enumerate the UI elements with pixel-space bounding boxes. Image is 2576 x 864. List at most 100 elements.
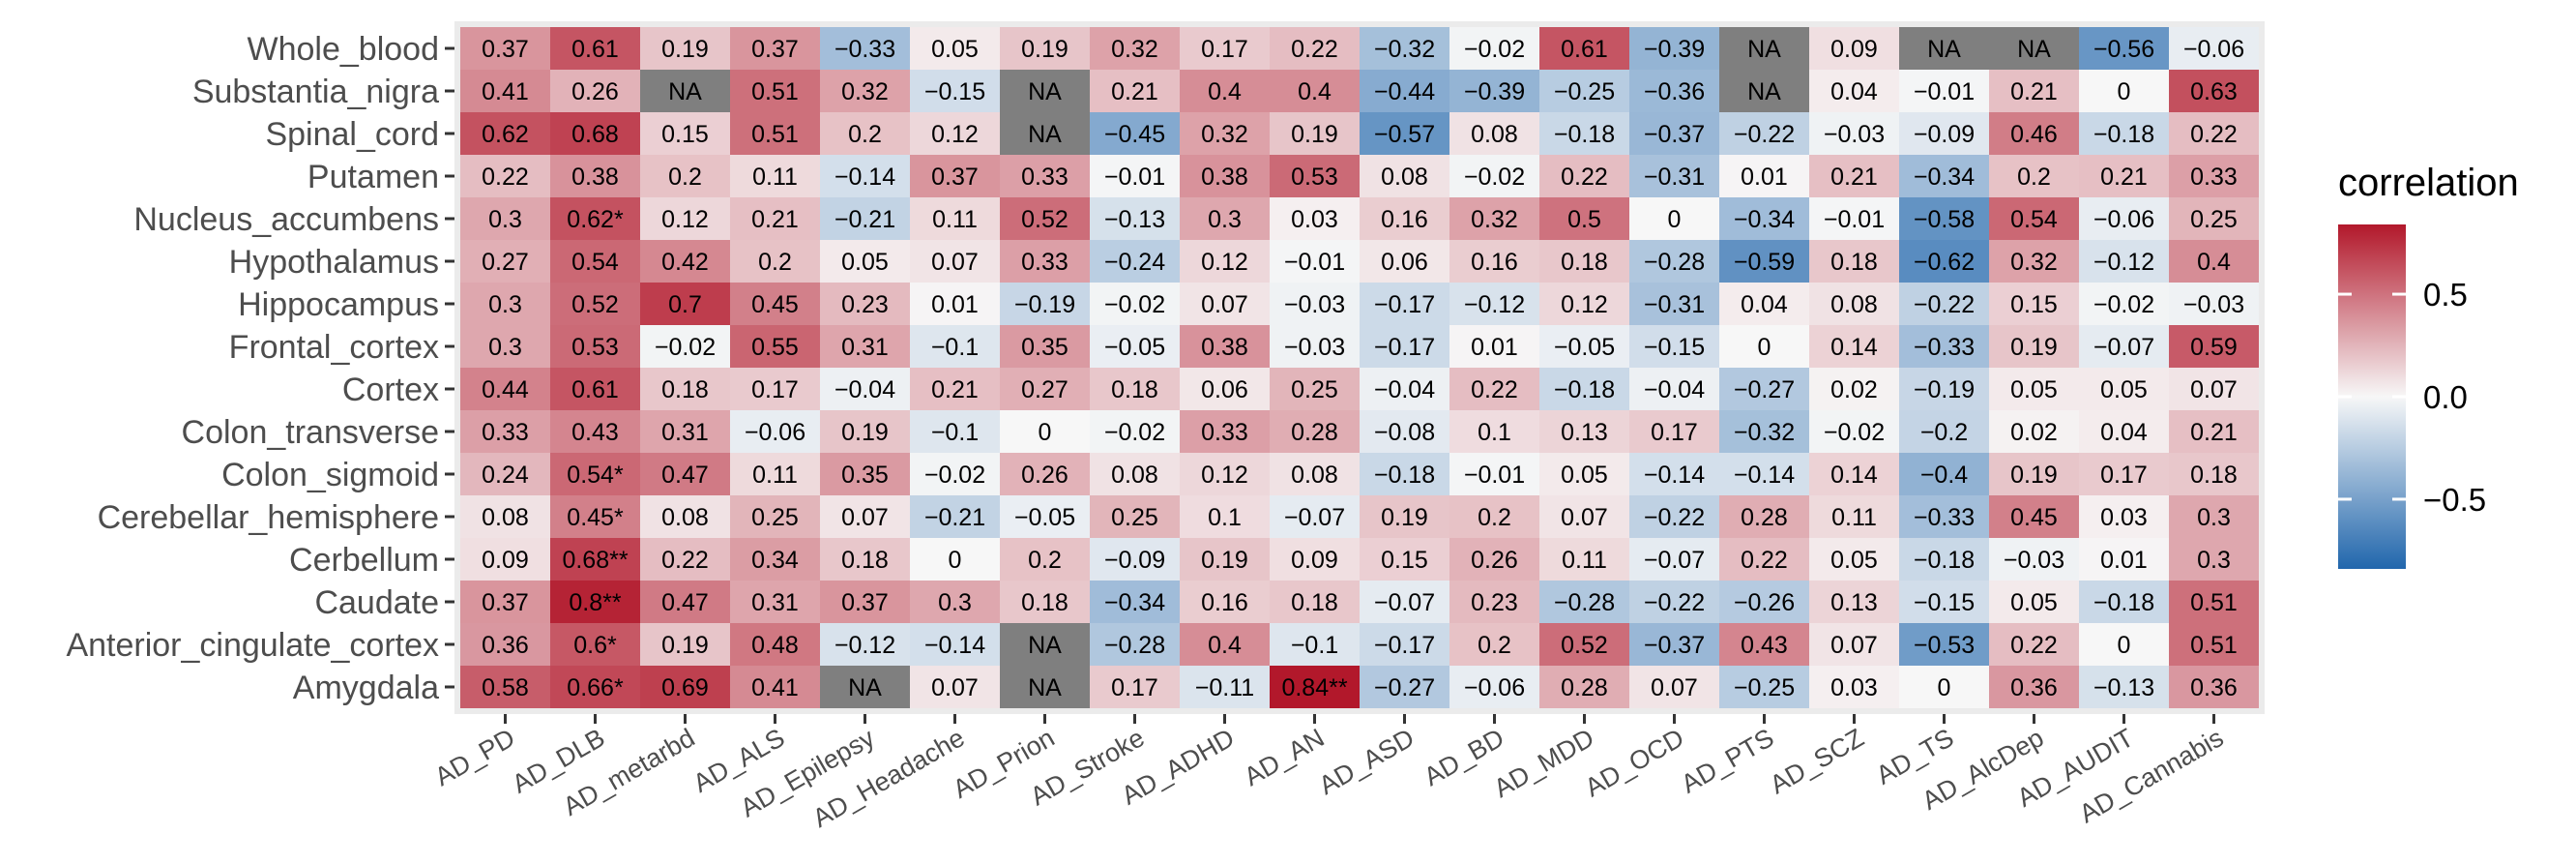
cell-value-label: −0.18 (1914, 547, 1975, 574)
cell-value-label: −0.13 (2093, 674, 2154, 701)
cell-value-label: 0.31 (661, 419, 709, 446)
heatmap-cell (2169, 538, 2259, 581)
cell-value-label: −0.07 (1284, 504, 1345, 531)
heatmap-cell (1989, 410, 2079, 453)
cell-value-label: 0.53 (1291, 164, 1338, 191)
cell-value-label: 0.07 (1651, 674, 1698, 701)
heatmap-cell (640, 410, 730, 453)
heatmap-cell (1539, 368, 1629, 410)
heatmap-cell (1989, 623, 2079, 666)
cell-value-label: −0.37 (1644, 632, 1705, 659)
cell-value-label: 0.12 (1201, 249, 1248, 276)
cell-value-label: −0.03 (2183, 291, 2244, 318)
heatmap-cell (1360, 623, 1449, 666)
cell-value-label: 0.61 (571, 36, 619, 63)
cell-value-label: 0.25 (2190, 206, 2238, 233)
cell-value-label: 0.32 (1111, 36, 1158, 63)
cell-value-label: 0 (2118, 78, 2131, 105)
cell-value-label: 0.2 (758, 249, 792, 276)
y-tick-label: Hypothalamus (229, 244, 439, 281)
cell-value-label: 0.38 (1201, 334, 1248, 361)
heatmap-cell (1000, 240, 1090, 283)
heatmap-cell (2079, 240, 2169, 283)
cell-value-label: 0.12 (931, 121, 979, 148)
heatmap-cell (460, 240, 550, 283)
heatmap-cell (1090, 538, 1180, 581)
cell-value-label: 0.18 (1021, 589, 1068, 616)
heatmap-cell (1719, 623, 1809, 666)
heatmap-cell (460, 325, 550, 368)
heatmap-cell (820, 581, 910, 623)
cell-value-label: 0.38 (571, 164, 619, 191)
heatmap-cell (1180, 27, 1270, 70)
x-tick-label: AD_SCZ (1765, 723, 1868, 799)
cell-value-label: 0.27 (482, 249, 529, 276)
cell-value-label: −0.18 (2093, 589, 2154, 616)
cell-value-label: 0.53 (571, 334, 619, 361)
cell-value-label: 0.08 (1381, 164, 1428, 191)
cell-value-label: 0.18 (2190, 462, 2238, 489)
cell-value-label: 0.17 (1651, 419, 1698, 446)
cell-value-label: 0.06 (1201, 376, 1248, 403)
cell-value-label: −0.27 (1734, 376, 1795, 403)
cell-value-label: 0.14 (1830, 462, 1878, 489)
cell-value-label: 0.06 (1381, 249, 1428, 276)
cell-value-label: NA (1747, 78, 1781, 105)
heatmap-cell (1809, 623, 1899, 666)
cell-value-label: −0.32 (1374, 36, 1435, 63)
cell-value-label: 0.03 (2100, 504, 2148, 531)
heatmap-cell (2079, 197, 2169, 240)
cell-value-label: 0.02 (2010, 419, 2058, 446)
cell-value-label: 0.47 (661, 462, 709, 489)
heatmap-cell (1899, 325, 1989, 368)
cell-value-label: 0.31 (751, 589, 799, 616)
heatmap-cell (1899, 538, 1989, 581)
cell-value-label: −0.53 (1914, 632, 1975, 659)
heatmap-cell (730, 453, 820, 495)
cell-value-label: 0.16 (1201, 589, 1248, 616)
cell-value-label: −0.22 (1644, 504, 1705, 531)
cell-value-label: −0.28 (1554, 589, 1615, 616)
heatmap-cell (1989, 155, 2079, 197)
cell-value-label: 0.26 (1021, 462, 1068, 489)
cell-value-label: −0.17 (1374, 291, 1435, 318)
heatmap-cell (640, 112, 730, 155)
cell-value-label: 0.25 (1291, 376, 1338, 403)
heatmap-cell (1180, 368, 1270, 410)
heatmap-cell (1539, 325, 1629, 368)
heatmap-cell (1809, 495, 1899, 538)
cell-value-label: 0.14 (1830, 334, 1878, 361)
cell-value-label: 0.37 (482, 589, 529, 616)
heatmap-cell-labels: 0.37 0.61 0.19 0.37 −0.33 0.05 0.19 0.32 0.17 0.2… (482, 36, 2244, 701)
cell-value-label: NA (1028, 121, 1062, 148)
cell-value-label: 0.15 (2010, 291, 2058, 318)
cell-value-label: 0.07 (1561, 504, 1608, 531)
heatmap-cell (820, 197, 910, 240)
heatmap-cell (1180, 495, 1270, 538)
cell-value-label: −0.04 (834, 376, 895, 403)
heatmap-cell (730, 538, 820, 581)
heatmap-cell (1539, 155, 1629, 197)
heatmap-cell (2079, 112, 2169, 155)
x-tick-label: AD_OCD (1580, 723, 1688, 802)
cell-value-label: −0.24 (1104, 249, 1165, 276)
cell-value-label: −0.34 (1914, 164, 1975, 191)
cell-value-label: 0.66* (567, 674, 624, 701)
cell-value-label: −0.12 (1464, 291, 1525, 318)
cell-value-label: −0.27 (1374, 674, 1435, 701)
heatmap-cell (1360, 368, 1449, 410)
heatmap-cell (1000, 495, 1090, 538)
cell-value-label: −0.18 (1374, 462, 1435, 489)
heatmap-cell (820, 70, 910, 112)
cell-value-label: 0.37 (482, 36, 529, 63)
heatmap-cell (640, 325, 730, 368)
heatmap-cell (1719, 240, 1809, 283)
heatmap-cell (730, 283, 820, 325)
heatmap-cell (1899, 410, 1989, 453)
cell-value-label: 0.55 (751, 334, 799, 361)
x-axis: AD_PDAD_DLBAD_metarbdAD_ALSAD_EpilepsyAD… (430, 714, 2229, 833)
cell-value-label: 0.11 (932, 206, 978, 233)
cell-value-label: 0.52 (571, 291, 619, 318)
cell-value-label: NA (1028, 632, 1062, 659)
cell-value-label: 0.16 (1381, 206, 1428, 233)
